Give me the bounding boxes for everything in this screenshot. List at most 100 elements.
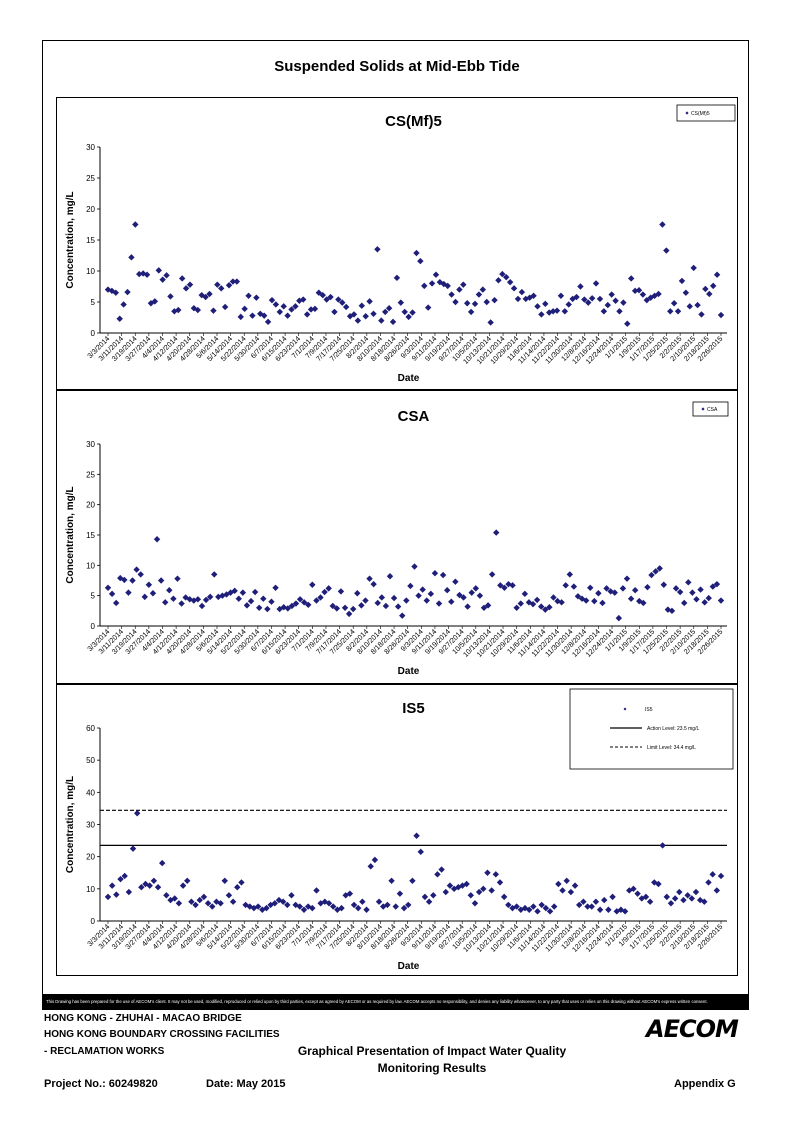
data-point [382,602,390,610]
data-point [129,577,136,584]
data-point [170,595,177,602]
data-point [206,290,213,298]
data-point [401,308,408,316]
data-point [155,267,162,274]
data-point [521,590,529,598]
data-point [542,300,549,308]
data-point [570,583,578,590]
data-point [167,293,174,300]
chart-title: IS5 [402,700,425,717]
data-point [467,308,475,316]
data-point [211,571,218,578]
data-point [557,292,565,299]
disclaimer-bar: This Drawing has been prepared for the u… [43,994,749,1010]
data-point [186,281,194,288]
data-point [513,604,520,611]
legend-label: IS5 [645,707,653,713]
data-point [591,597,598,605]
data-point [651,292,658,299]
data-point [709,871,716,878]
data-point [292,303,299,310]
y-tick-label: 15 [86,531,95,540]
data-point [337,588,345,595]
data-point [359,898,366,905]
data-point [327,293,334,301]
data-point [275,896,283,904]
data-point [154,884,162,891]
data-point [382,308,389,316]
data-point [530,903,537,910]
data-point [104,893,112,901]
data-point [448,291,455,298]
data-point [182,285,190,292]
data-point [615,614,623,622]
data-point [588,295,596,302]
data-point [417,848,424,856]
data-point [484,869,491,876]
data-point [309,581,316,588]
data-point [200,893,208,901]
data-point [125,888,133,896]
aecom-logo: AECOM [646,1015,739,1043]
data-point [585,299,592,306]
data-point [409,877,416,884]
data-point [663,247,670,254]
data-point [268,296,276,304]
data-point [648,571,655,579]
data-point [487,319,494,326]
data-point [646,898,654,905]
data-point [492,871,500,878]
data-point [350,605,357,613]
data-point [444,282,451,290]
data-point [210,307,217,314]
data-point [256,604,263,611]
data-point [204,900,212,907]
data-point [238,879,245,886]
data-point [438,866,445,873]
data-point [713,887,721,894]
data-point [419,586,426,593]
data-point [626,887,633,894]
data-point [272,301,280,308]
data-point [526,294,533,301]
data-point [403,597,410,604]
data-point [225,892,233,899]
data-point [198,602,206,610]
data-point [634,890,641,897]
y-tick-label: 10 [86,561,95,570]
data-point [468,589,475,596]
data-point [162,599,169,606]
data-point [358,602,365,609]
data-point [215,593,222,601]
data-point [717,311,725,319]
data-point [411,563,418,570]
data-point [577,283,584,290]
data-point [566,571,573,578]
data-point [717,597,725,604]
data-point [225,282,233,289]
data-point [685,579,692,586]
data-point [245,292,252,299]
y-tick-label: 60 [86,724,95,733]
appendix-label: Appendix G [674,1078,736,1090]
data-point [150,877,158,884]
data-point [655,290,662,298]
data-point [234,884,241,891]
y-tick-label: 25 [86,470,95,479]
data-point [542,606,549,613]
data-point [104,584,112,591]
data-point [672,585,680,592]
data-point [303,311,311,318]
legend-box [569,688,734,770]
data-point [549,308,557,315]
data-point [159,859,166,867]
data-point [659,221,666,228]
data-point [264,318,272,326]
legend-box [676,104,736,122]
y-axis-label: Concentration, mg/L [65,191,76,288]
data-point [179,882,187,889]
data-point [366,575,373,582]
chart-title: CSA [398,408,430,425]
data-point [133,566,140,573]
data-point [413,832,420,839]
